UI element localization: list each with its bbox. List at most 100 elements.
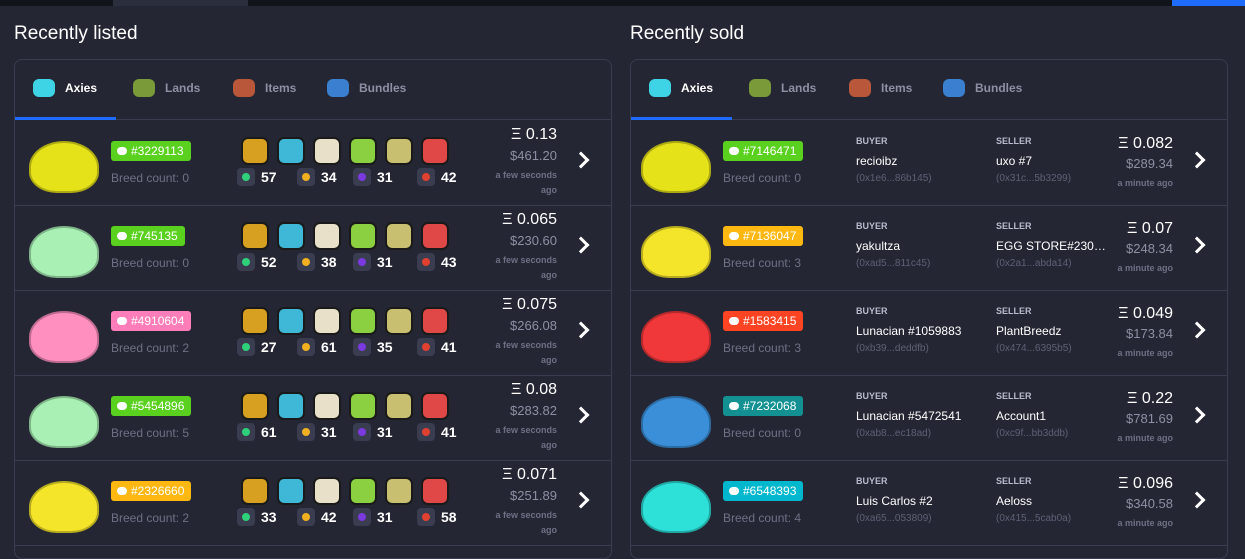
tab-label: Bundles — [975, 81, 1023, 95]
tab-underline — [631, 117, 732, 120]
breed-count: Breed count: 3 — [723, 341, 802, 355]
body-part — [277, 222, 305, 250]
chevron[interactable] — [572, 151, 590, 169]
body-part — [241, 137, 269, 165]
sold-row[interactable]: #7136047 Breed count: 3 BUYER yakultza (0xad… — [631, 206, 1227, 291]
listed-row[interactable]: #5454896 Breed count: 5 61 31 31 41 Ξ 0.08 $283… — [15, 376, 611, 461]
stat-dot — [422, 513, 430, 521]
buyer-address: (0xa65...053809) — [856, 513, 932, 524]
listed-row[interactable]: #3229113 Breed count: 0 57 34 31 42 Ξ 0.13 $461… — [15, 121, 611, 206]
tab-icon — [133, 79, 155, 97]
sold-row[interactable]: #1583415 Breed count: 3 BUYER Lunacian #105… — [631, 291, 1227, 376]
tab[interactable]: Items — [233, 60, 323, 120]
tab-underline — [15, 117, 116, 120]
price-eth: Ξ 0.075 — [502, 296, 557, 313]
buyer-label: BUYER — [856, 306, 888, 316]
stat-dot — [242, 173, 250, 181]
chevron[interactable] — [1188, 151, 1206, 169]
axie-id: #2326660 — [131, 484, 185, 498]
body-part — [313, 137, 341, 165]
sold-row[interactable]: #7146471 Breed count: 0 BUYER recioibz (0x1e… — [631, 121, 1227, 206]
tab[interactable]: Lands — [133, 60, 223, 120]
id-badge: #1583415 — [723, 311, 804, 331]
body-part — [349, 477, 377, 505]
stat-dot — [242, 428, 250, 436]
body-part — [421, 222, 449, 250]
stat-dot — [242, 513, 250, 521]
stat-dot — [358, 343, 366, 351]
stat-dot — [358, 258, 366, 266]
price-eth: Ξ 0.065 — [502, 211, 557, 228]
stat-value: 31 — [377, 169, 393, 185]
id-badge: #4910604 — [111, 311, 192, 331]
axie-image — [641, 141, 711, 193]
stat-value: 31 — [377, 254, 393, 270]
tab[interactable]: Axies — [649, 60, 749, 120]
stat-dot — [422, 173, 430, 181]
chevron[interactable] — [572, 406, 590, 424]
price-usd: $340.58 — [1126, 496, 1173, 511]
seller-name: EGG STORE#230… — [996, 239, 1106, 253]
body-part — [421, 137, 449, 165]
tab[interactable]: Bundles — [943, 60, 1033, 120]
stat-value: 41 — [441, 339, 457, 355]
chevron[interactable] — [572, 236, 590, 254]
tab-label: Lands — [781, 81, 817, 95]
tab[interactable]: Axies — [33, 60, 133, 120]
body-part — [385, 477, 413, 505]
price-usd: $230.60 — [510, 233, 557, 248]
stat-dot — [242, 258, 250, 266]
buyer-name: recioibz — [856, 154, 898, 168]
stat-dot — [358, 173, 366, 181]
axie-image — [29, 311, 99, 363]
tab-icon — [233, 79, 255, 97]
tab-icon — [33, 79, 55, 97]
tab[interactable]: Bundles — [327, 60, 417, 120]
seller-name: uxo #7 — [996, 154, 1033, 168]
stat-dot — [358, 513, 366, 521]
top-accent — [1172, 0, 1245, 6]
chevron[interactable] — [572, 321, 590, 339]
stat-dot — [422, 428, 430, 436]
price-usd: $248.34 — [1126, 241, 1173, 256]
stat-value: 38 — [321, 254, 337, 270]
body-part — [277, 137, 305, 165]
chevron[interactable] — [572, 491, 590, 509]
price-eth: Ξ 0.07 — [1127, 220, 1173, 237]
buyer-name: yakultza — [856, 239, 901, 253]
section-title: Recently listed — [14, 23, 138, 44]
listed-row[interactable]: #745135 Breed count: 0 52 38 31 43 Ξ 0.065 $230… — [15, 206, 611, 291]
seller-label: SELLER — [996, 221, 1032, 231]
class-icon — [729, 487, 739, 495]
stat-dot — [422, 258, 430, 266]
tab[interactable]: Lands — [749, 60, 839, 120]
stat-dot — [302, 343, 310, 351]
seller-address: (0x31c...5b3299) — [996, 173, 1072, 184]
chevron[interactable] — [1188, 236, 1206, 254]
axie-image — [641, 396, 711, 448]
tab-label: Axies — [65, 81, 98, 95]
sold-row[interactable]: #6548393 Breed count: 4 BUYER Luis Carlos #… — [631, 461, 1227, 546]
sold-row[interactable]: #7232068 Breed count: 0 BUYER Lunacian #547… — [631, 376, 1227, 461]
axie-image — [29, 481, 99, 533]
breed-count: Breed count: 0 — [111, 256, 190, 270]
listed-row[interactable]: #4910604 Breed count: 2 27 61 35 41 Ξ 0.075 $26… — [15, 291, 611, 376]
id-badge: #5454896 — [111, 396, 192, 416]
tab-icon — [849, 79, 871, 97]
tab-icon — [649, 79, 671, 97]
body-part — [421, 392, 449, 420]
chevron[interactable] — [1188, 321, 1206, 339]
tab[interactable]: Items — [849, 60, 939, 120]
class-icon — [729, 402, 739, 410]
chevron[interactable] — [1188, 491, 1206, 509]
stat-value: 31 — [377, 509, 393, 525]
tab-bar: Axies Lands Items Bundles — [631, 60, 1227, 120]
buyer-label: BUYER — [856, 391, 888, 401]
buyer-label: BUYER — [856, 476, 888, 486]
chevron[interactable] — [1188, 406, 1206, 424]
body-part — [277, 477, 305, 505]
listed-row[interactable]: #2326660 Breed count: 2 33 42 31 58 Ξ 0.071 $25… — [15, 461, 611, 546]
time-ago: a minute ago — [1117, 263, 1173, 273]
body-part — [277, 307, 305, 335]
